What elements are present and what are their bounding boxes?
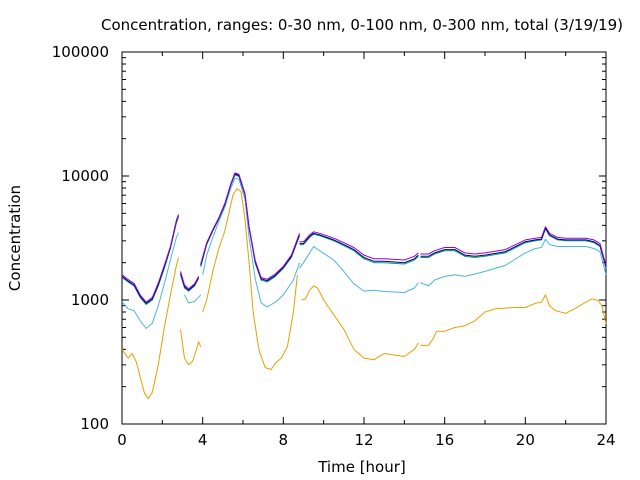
y-tick-label: 1000	[71, 291, 109, 309]
y-axis-label: Concentration	[6, 185, 24, 291]
series-line	[200, 172, 300, 280]
series-0	[121, 188, 607, 400]
series-line	[121, 232, 179, 329]
series-layer	[121, 172, 607, 400]
y-tick-label: 100	[80, 415, 109, 433]
series-line	[299, 233, 419, 265]
series-line	[184, 294, 202, 304]
series-line	[299, 232, 419, 264]
series-line	[301, 285, 419, 361]
series-line	[121, 257, 179, 400]
x-axis-label: Time [hour]	[317, 458, 406, 476]
series-line	[202, 188, 298, 370]
series-1	[121, 177, 607, 329]
x-tick-label: 12	[354, 431, 373, 449]
series-line	[299, 231, 419, 261]
series-line	[299, 246, 419, 293]
y-tick-label: 10000	[61, 167, 109, 185]
series-line	[121, 215, 179, 304]
y-axis: 100 1000 10000 100000	[52, 43, 606, 433]
chart-title: Concentration, ranges: 0-30 nm, 0-100 nm…	[101, 16, 623, 34]
series-line	[180, 329, 202, 366]
x-axis: 0 4 8 12 16 20 24	[117, 52, 616, 449]
x-tick-label: 4	[198, 431, 208, 449]
series-4	[121, 172, 607, 303]
plot-frame	[121, 51, 607, 425]
series-line	[420, 228, 607, 269]
x-tick-label: 24	[596, 431, 615, 449]
x-tick-label: 8	[279, 431, 289, 449]
x-tick-label: 16	[435, 431, 454, 449]
series-line	[420, 294, 607, 346]
x-tick-label: 20	[516, 431, 535, 449]
x-tick-label: 0	[117, 431, 127, 449]
y-tick-label: 100000	[52, 43, 109, 61]
series-line	[420, 238, 607, 287]
series-line	[420, 226, 607, 266]
series-line	[180, 271, 200, 290]
series-line	[121, 214, 179, 303]
series-line	[420, 227, 607, 268]
